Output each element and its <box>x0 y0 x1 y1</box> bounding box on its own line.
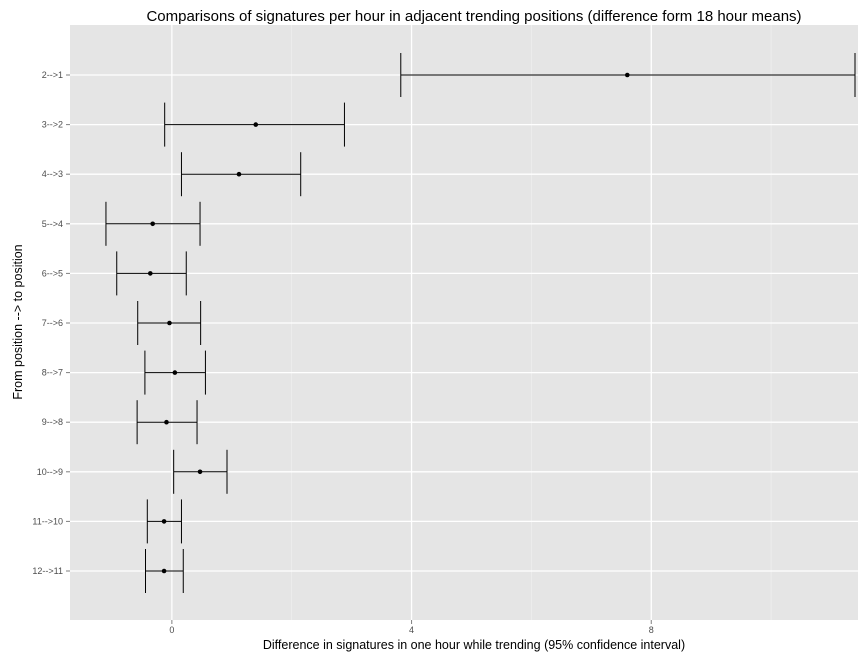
y-tick-label: 6-->5 <box>42 268 63 278</box>
mean-point <box>161 519 167 524</box>
mean-point <box>253 122 259 127</box>
mean-point <box>624 72 630 78</box>
x-axis-tick-labels: 0 4 8 <box>169 620 654 635</box>
mean-point <box>164 419 169 425</box>
y-tick-label: 11-->10 <box>32 516 63 526</box>
y-axis-title: From position --> to position <box>11 244 25 399</box>
y-tick-label: 5-->4 <box>42 219 63 229</box>
y-tick-label: 3-->2 <box>42 120 63 130</box>
x-axis-title: Difference in signatures in one hour whi… <box>263 638 685 652</box>
y-tick-label: 7-->6 <box>42 318 63 328</box>
mean-point <box>172 370 178 375</box>
y-tick-label: 2-->1 <box>42 70 63 80</box>
y-tick-label: 10-->9 <box>37 467 63 477</box>
chart-title: Comparisons of signatures per hour in ad… <box>146 8 801 25</box>
mean-point <box>147 271 153 276</box>
data-marks <box>105 53 856 593</box>
mean-point <box>236 171 242 177</box>
y-tick-label: 8-->7 <box>42 368 63 378</box>
mean-point <box>197 469 203 475</box>
y-tick-label: 12-->11 <box>32 566 63 576</box>
mean-point <box>167 320 172 326</box>
mean-point <box>150 221 155 227</box>
y-axis-tick-labels: 2-->1 3-->2 4-->3 5-->4 6-->5 7-->6 8-->7 9-->8… <box>32 70 70 576</box>
x-tick-label: 8 <box>649 625 654 635</box>
y-tick-label: 4-->3 <box>42 169 63 179</box>
mean-point <box>161 568 167 574</box>
x-tick-label: 0 <box>169 625 174 635</box>
y-tick-label: 9-->8 <box>42 417 63 427</box>
x-tick-label: 4 <box>409 625 414 635</box>
